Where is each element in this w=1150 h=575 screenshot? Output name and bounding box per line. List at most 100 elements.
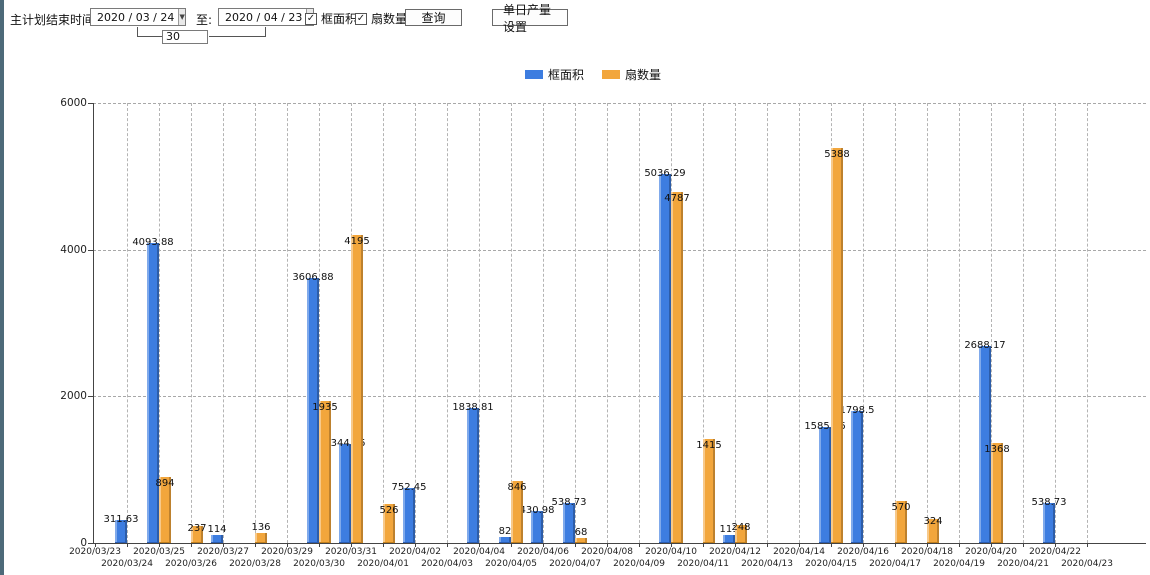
x-tick-label: 2020/04/08	[581, 547, 633, 557]
chart-bar-frame-area	[115, 520, 127, 543]
x-axis-tick	[223, 543, 224, 547]
x-tick-label: 2020/04/21	[997, 559, 1049, 569]
bar-value-label: 1344.95	[324, 438, 366, 450]
chevron-down-icon[interactable]: ▼	[178, 9, 185, 25]
gridline-vertical	[191, 103, 192, 543]
x-axis-tick	[479, 543, 480, 547]
gridline-vertical	[319, 103, 320, 543]
x-tick-label: 2020/04/17	[869, 559, 921, 569]
gridline-vertical	[575, 103, 576, 543]
chart-bar-frame-area	[403, 487, 415, 543]
chart-bar-fan-count	[159, 477, 171, 543]
gridline-vertical	[703, 103, 704, 543]
chart-bar-frame-area	[499, 536, 511, 543]
x-tick-label: 2020/03/29	[261, 547, 313, 557]
chart-bar-frame-area	[467, 408, 479, 543]
y-tick-label: 4000	[60, 243, 87, 256]
bar-value-label: 4195	[344, 236, 370, 248]
x-tick-label: 2020/04/20	[965, 547, 1017, 557]
x-axis-tick	[671, 543, 672, 547]
x-tick-label: 2020/04/14	[773, 547, 825, 557]
x-axis-tick	[799, 543, 800, 547]
bar-value-label: 538.73	[551, 497, 587, 509]
legend-item: 扇数量	[602, 66, 661, 83]
chart-bar-frame-area	[723, 534, 735, 543]
bar-value-label: 136	[251, 522, 271, 534]
x-axis-tick	[863, 543, 864, 547]
x-axis-tick	[159, 543, 160, 547]
x-tick-label: 2020/03/27	[197, 547, 249, 557]
chart-bar-fan-count	[351, 235, 363, 543]
x-tick-label: 2020/04/03	[421, 559, 473, 569]
bar-value-label: 5036.29	[644, 167, 686, 179]
x-tick-label: 2020/04/09	[613, 559, 665, 569]
y-tick-label: 6000	[60, 97, 87, 109]
x-axis-tick	[383, 543, 384, 547]
x-tick-label: 2020/04/13	[741, 559, 793, 569]
chart-bar-frame-area	[307, 278, 319, 543]
bar-value-label: 1798.5	[839, 405, 875, 417]
chart-legend: 框面积 扇数量	[525, 66, 661, 83]
chart-bar-frame-area	[659, 173, 671, 543]
checkbox-fan-count[interactable]: ✓ 扇数量	[355, 10, 407, 27]
query-button[interactable]: 查询	[405, 9, 462, 26]
chart-bar-fan-count	[895, 501, 907, 543]
gridline-vertical	[543, 103, 544, 543]
x-axis-tick	[767, 543, 768, 547]
bar-value-label: 311.63	[103, 514, 139, 526]
gridline-vertical	[415, 103, 416, 543]
bar-value-label: 1935	[312, 402, 338, 414]
checkbox-checked-icon: ✓	[305, 12, 317, 25]
gridline-vertical	[863, 103, 864, 543]
bar-value-label: 68	[574, 527, 588, 538]
x-tick-label: 2020/03/26	[165, 559, 217, 569]
chart-bar-frame-area	[147, 242, 159, 543]
x-tick-label: 2020/04/10	[645, 547, 697, 557]
bar-value-label: 82	[498, 525, 512, 537]
checkbox-frame-area-label: 框面积	[321, 12, 358, 26]
to-label: 至:	[196, 13, 213, 27]
bar-value-label: 5388	[824, 148, 850, 160]
bar-value-label: 752.45	[391, 481, 427, 493]
x-axis-tick	[127, 543, 128, 547]
x-axis-line	[93, 543, 1146, 544]
y-axis-tick	[88, 103, 93, 104]
chart-bar-fan-count	[319, 401, 331, 543]
x-tick-label: 2020/04/04	[453, 547, 505, 557]
gridline-vertical	[159, 103, 160, 543]
chart-bar-fan-count	[255, 533, 267, 543]
chart-bar-fan-count	[511, 480, 523, 543]
x-axis-tick	[703, 543, 704, 547]
bar-value-label: 1585.96	[804, 420, 846, 432]
bar-value-label: 894	[155, 478, 175, 490]
connector-line	[137, 36, 162, 37]
bar-value-label: 846	[507, 481, 527, 493]
bar-value-label: 248	[731, 521, 751, 533]
chart-bar-fan-count	[831, 147, 843, 543]
bar-value-label: 570	[891, 502, 911, 514]
bar-value-label: 538.73	[1031, 497, 1067, 509]
x-axis-tick	[927, 543, 928, 547]
bar-value-label: 526	[379, 505, 399, 517]
gridline-vertical	[383, 103, 384, 543]
gridline-vertical	[255, 103, 256, 543]
y-axis-tick	[88, 543, 93, 544]
chart-bar-frame-area	[339, 444, 351, 543]
y-tick-label: 2000	[60, 390, 87, 403]
chart-bar-fan-count	[383, 504, 395, 543]
x-tick-label: 2020/03/23	[69, 547, 121, 557]
x-axis-tick	[895, 543, 896, 547]
x-axis-tick	[991, 543, 992, 547]
gridline-horizontal	[93, 396, 1146, 398]
x-axis-tick	[1087, 543, 1088, 547]
date-from-picker[interactable]: 2020 / 03 / 24 ▼	[90, 8, 186, 26]
checkbox-frame-area[interactable]: ✓ 框面积	[305, 10, 357, 27]
x-axis-tick	[319, 543, 320, 547]
date-to-picker[interactable]: 2020 / 04 / 23 ▼	[218, 8, 314, 26]
connector-line	[209, 36, 266, 37]
plan-end-time-label: 主计划结束时间:	[10, 13, 99, 27]
chart-bar-fan-count	[191, 525, 203, 543]
chart-bar-frame-area	[531, 511, 543, 543]
day-span-input[interactable]: 30	[162, 30, 208, 44]
